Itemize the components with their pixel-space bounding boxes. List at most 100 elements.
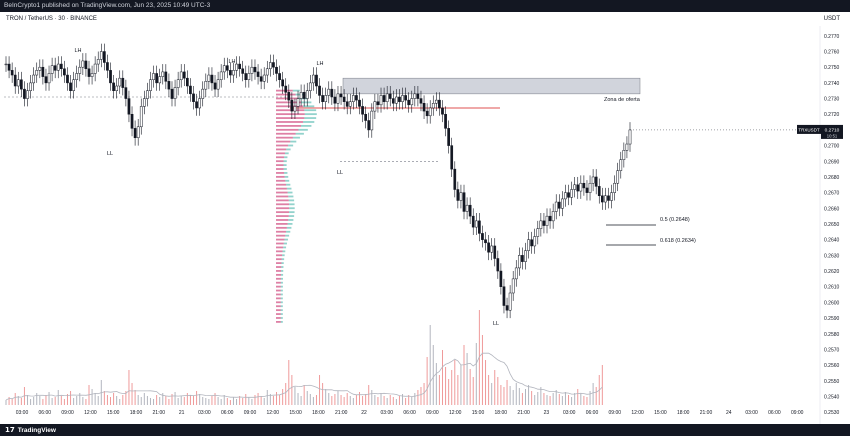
candle-body: [610, 192, 613, 201]
candle-body: [570, 189, 573, 198]
candle-body: [75, 73, 79, 80]
candle-body: [582, 182, 586, 189]
x-tick-label: 12:00: [267, 410, 280, 416]
x-tick-label: 21:00: [517, 410, 530, 416]
y-tick-label: 0.2680: [824, 175, 840, 181]
candle-body: [450, 145, 454, 170]
candle-body: [410, 98, 414, 106]
candle-body: [551, 211, 555, 222]
volume-profile-bar: [276, 301, 281, 304]
candle-body: [296, 98, 300, 107]
candle-body: [496, 258, 500, 272]
candle-body: [370, 110, 374, 131]
candle-body: [272, 62, 275, 68]
candle-body: [478, 220, 481, 234]
x-tick-label: 21: [179, 410, 185, 416]
candle-body: [284, 85, 288, 93]
supply-zone-box: [342, 77, 641, 95]
volume-profile-bar: [276, 219, 289, 221]
volume-profile-bar: [276, 230, 287, 233]
y-tick-label: 0.2590: [824, 316, 840, 322]
volume-profile-bar: [280, 305, 283, 308]
x-tick-label: 24: [726, 410, 732, 416]
candle-body: [179, 71, 183, 80]
volume-profile-bar: [276, 270, 282, 272]
y-tick-label: 0.2670: [824, 191, 840, 197]
candle-body: [281, 79, 285, 87]
candle-body: [373, 101, 377, 112]
volume-profile-bar: [276, 289, 281, 292]
volume-profile-bar: [276, 215, 289, 217]
candle-body: [613, 182, 616, 193]
candle-body: [493, 245, 497, 259]
y-tick-label: 0.2750: [824, 65, 840, 71]
candle-body: [201, 88, 205, 99]
candle-body: [576, 184, 580, 192]
y-tick-label: 0.2740: [824, 81, 840, 87]
candle-body: [579, 182, 583, 192]
volume-profile-bar: [276, 132, 296, 135]
candle-body: [20, 79, 23, 90]
candle-body: [567, 192, 570, 198]
volume-profile-bar: [276, 128, 299, 131]
x-tick-label: 09:00: [609, 410, 622, 416]
candle-body: [364, 113, 367, 121]
x-tick-label: 09:00: [61, 410, 74, 416]
x-tick-label: 22: [361, 410, 367, 416]
volume-profile-bar: [281, 262, 284, 264]
candle-body: [324, 95, 328, 102]
volume-profile-bar: [287, 191, 293, 194]
volume-profile-bar: [276, 246, 284, 249]
y-tick-label: 0.2530: [824, 410, 840, 416]
symbol-tag: [797, 124, 821, 134]
candle-body: [16, 79, 20, 87]
candle-body: [87, 68, 91, 77]
candle-body: [195, 101, 198, 109]
y-tick-label: 0.2650: [824, 222, 840, 228]
volume-profile-bar: [290, 140, 297, 143]
candle-body: [262, 74, 266, 82]
tradingview-text: TradingView: [17, 426, 56, 434]
candle-body: [367, 120, 371, 131]
candle-body: [293, 106, 297, 112]
candle-body: [259, 76, 263, 82]
x-tick-label: 03:00: [745, 410, 758, 416]
candle-body: [247, 73, 251, 80]
candle-body: [385, 93, 389, 102]
tradingview-brand[interactable]: 17 TradingView: [5, 424, 56, 436]
candle-body: [155, 73, 158, 84]
candle-body: [225, 65, 229, 71]
candle-body: [361, 106, 364, 115]
volume-profile-bar: [284, 156, 288, 159]
x-tick-label: 06:00: [403, 410, 416, 416]
ll-label: LL: [493, 321, 499, 327]
candle-body: [158, 76, 162, 84]
volume-profile-bar: [280, 321, 283, 323]
candle-body: [182, 71, 186, 79]
candle-body: [4, 63, 8, 66]
candle-body: [382, 95, 386, 102]
x-tick-label: 09:00: [244, 410, 257, 416]
publish-text: BeInCrypto1 published on TradingView.com…: [4, 2, 211, 9]
candle-body: [333, 96, 337, 104]
volume-profile-bar: [276, 175, 285, 178]
x-tick-label: 21:00: [700, 410, 713, 416]
x-tick-label: 15:00: [654, 410, 667, 416]
footer-bar: 17 TradingView: [0, 424, 850, 436]
x-tick-label: 15:00: [472, 410, 485, 416]
candle-body: [222, 65, 226, 73]
candle-body: [207, 74, 211, 82]
x-tick-label: 12:00: [631, 410, 644, 416]
candle-body: [348, 101, 352, 107]
candle-body: [302, 92, 306, 99]
candle-body: [481, 233, 484, 240]
candle-body: [391, 98, 395, 104]
candle-body: [521, 255, 524, 262]
volume-profile-bar: [295, 93, 304, 96]
candle-body: [170, 88, 174, 99]
candle-body: [99, 51, 103, 60]
volume-profile-bar: [283, 168, 287, 170]
candle-body: [471, 215, 475, 228]
volume-profile-bar: [286, 230, 291, 233]
